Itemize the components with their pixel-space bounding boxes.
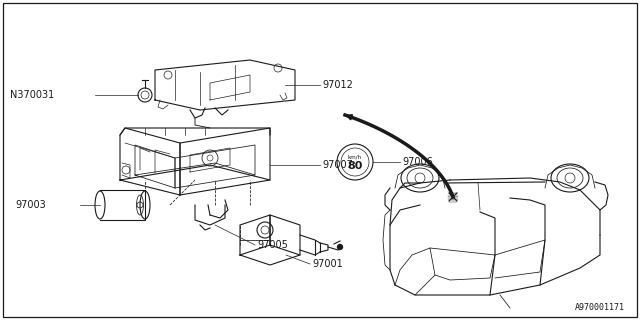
Circle shape (337, 244, 342, 250)
Text: 97006: 97006 (402, 157, 433, 167)
Text: 97007: 97007 (322, 160, 353, 170)
Text: 97012: 97012 (322, 80, 353, 90)
Text: 80: 80 (348, 161, 363, 171)
Text: N370031: N370031 (10, 90, 54, 100)
Text: 97003: 97003 (15, 200, 45, 210)
Text: A970001171: A970001171 (575, 303, 625, 312)
Text: 97005: 97005 (257, 240, 288, 250)
Text: km/h: km/h (348, 155, 362, 159)
Text: 97001: 97001 (312, 259, 343, 269)
